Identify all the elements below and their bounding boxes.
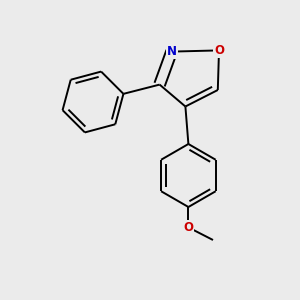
Text: O: O [183, 221, 194, 234]
Text: O: O [214, 44, 224, 57]
Text: N: N [167, 45, 177, 58]
